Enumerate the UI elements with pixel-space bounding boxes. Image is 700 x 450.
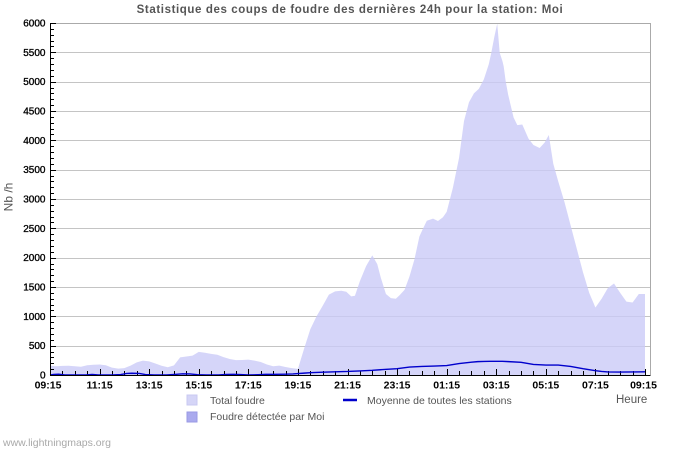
svg-text:05:15: 05:15 [532, 380, 559, 392]
svg-text:Heure: Heure [616, 394, 647, 406]
svg-text:Statistique des coups de foudr: Statistique des coups de foudre des dern… [137, 4, 564, 16]
svg-text:4000: 4000 [23, 136, 46, 147]
svg-text:6000: 6000 [23, 19, 46, 30]
svg-text:03:15: 03:15 [483, 380, 510, 392]
svg-text:5500: 5500 [23, 48, 46, 59]
svg-text:3500: 3500 [23, 165, 46, 176]
svg-text:17:15: 17:15 [235, 380, 262, 392]
svg-text:21:15: 21:15 [334, 380, 361, 392]
svg-text:3000: 3000 [23, 195, 46, 206]
svg-text:13:15: 13:15 [136, 380, 163, 392]
svg-text:Nb /h: Nb /h [2, 183, 16, 212]
svg-text:19:15: 19:15 [284, 380, 311, 392]
svg-text:500: 500 [29, 341, 46, 352]
svg-text:09:15: 09:15 [35, 380, 62, 392]
svg-text:Total foudre: Total foudre [210, 395, 265, 407]
svg-text:www.lightningmaps.org: www.lightningmaps.org [2, 437, 111, 449]
svg-text:2000: 2000 [23, 253, 46, 264]
svg-text:01:15: 01:15 [433, 380, 460, 392]
svg-text:5000: 5000 [23, 77, 46, 88]
svg-text:0: 0 [40, 371, 46, 382]
svg-text:1500: 1500 [23, 283, 46, 294]
svg-text:09:15: 09:15 [630, 380, 657, 392]
svg-text:Moyenne de toutes les stations: Moyenne de toutes les stations [367, 395, 512, 407]
svg-text:15:15: 15:15 [185, 380, 212, 392]
svg-text:07:15: 07:15 [582, 380, 609, 392]
svg-text:Foudre détectée par Moi: Foudre détectée par Moi [210, 411, 324, 423]
svg-text:23:15: 23:15 [384, 380, 411, 392]
svg-text:11:15: 11:15 [86, 380, 112, 392]
svg-text:1000: 1000 [23, 312, 46, 323]
svg-text:2500: 2500 [23, 224, 46, 235]
svg-text:4500: 4500 [23, 107, 46, 118]
